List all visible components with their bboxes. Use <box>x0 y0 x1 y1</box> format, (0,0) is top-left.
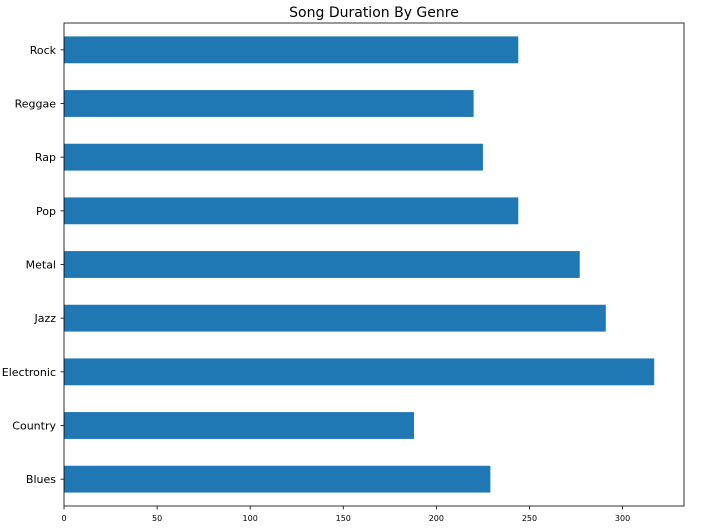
y-tick-label-rock: Rock <box>30 44 57 57</box>
y-tick-label-reggae: Reggae <box>15 98 57 111</box>
bar-country <box>64 412 415 439</box>
bar-rock <box>64 36 519 64</box>
y-tick-label-metal: Metal <box>26 259 56 272</box>
x-tick-label: 250 <box>522 514 537 523</box>
bar-jazz <box>64 304 606 332</box>
bar-pop <box>64 197 519 225</box>
x-axis-ticks: 0 50 100 150 200 250 300 <box>61 506 630 523</box>
x-tick-label: 0 <box>61 514 66 523</box>
bar-rap <box>64 143 483 171</box>
bar-electronic <box>64 358 655 386</box>
y-tick-label-blues: Blues <box>26 473 56 486</box>
bars-group <box>64 36 655 493</box>
chart-title: Song Duration By Genre <box>289 5 459 21</box>
y-axis-ticks: Blues Country Electronic Jazz Metal Pop Rap Reg… <box>2 44 64 486</box>
x-tick-label: 300 <box>615 514 630 523</box>
x-tick-label: 200 <box>429 514 444 523</box>
plot-frame <box>63 22 685 507</box>
x-tick-label: 50 <box>152 514 162 523</box>
bar-blues <box>64 465 491 493</box>
y-tick-label-pop: Pop <box>36 205 56 218</box>
bar-metal <box>64 251 580 278</box>
x-tick-label: 150 <box>336 514 351 523</box>
bar-reggae <box>64 90 474 117</box>
y-tick-label-electronic: Electronic <box>2 366 56 379</box>
y-tick-label-country: Country <box>12 420 56 433</box>
x-tick-label: 100 <box>243 514 258 523</box>
y-tick-label-jazz: Jazz <box>33 312 56 325</box>
y-tick-label-rap: Rap <box>35 151 56 164</box>
